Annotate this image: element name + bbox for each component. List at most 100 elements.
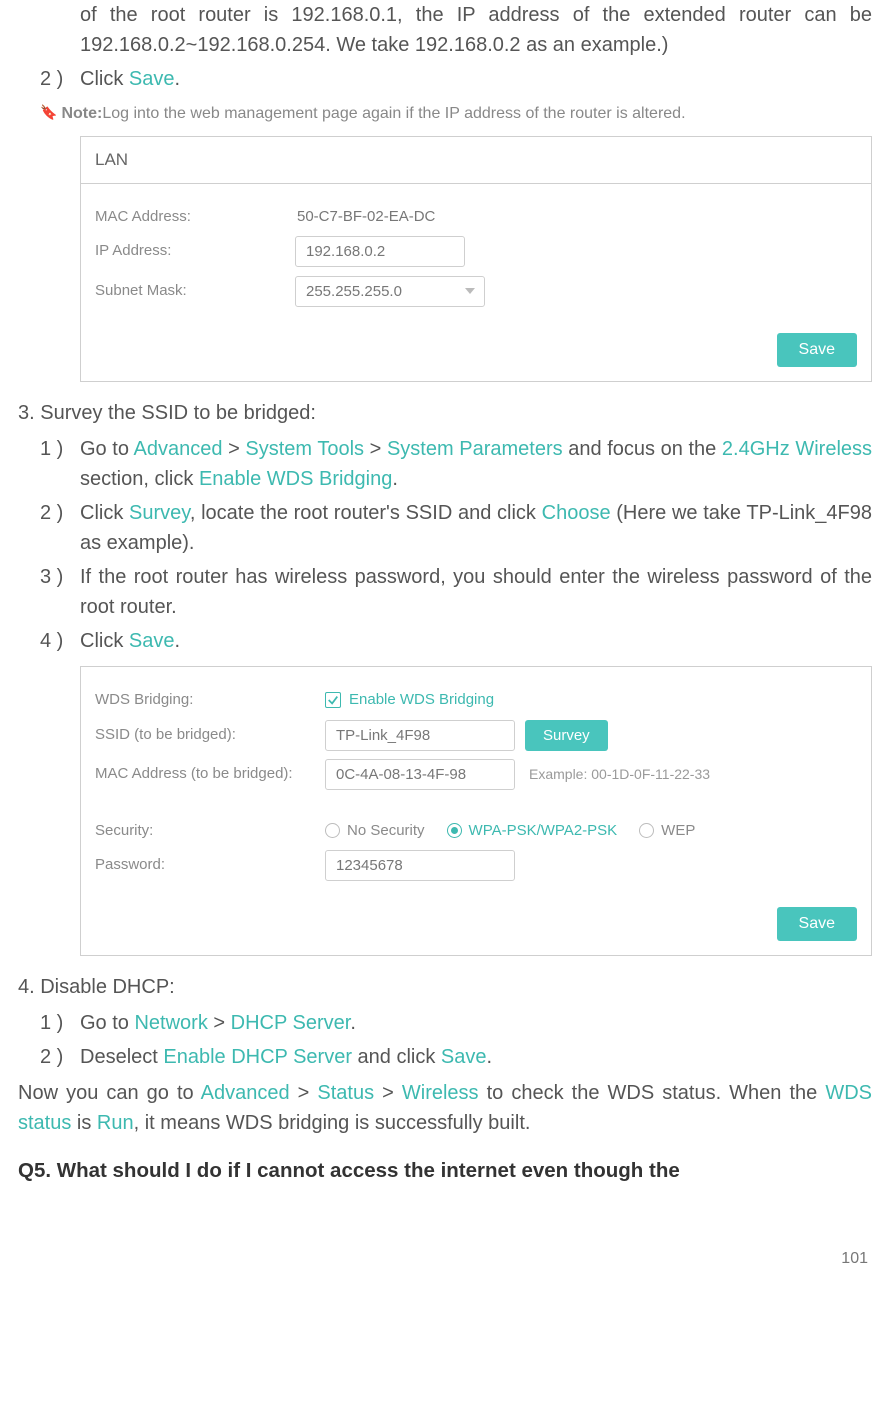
note-text: Log into the web management page again i… xyxy=(102,102,685,126)
s3-1-g: and focus on the xyxy=(563,438,722,460)
wds-mac-label: MAC Address (to be bridged): xyxy=(95,763,325,786)
closing-a: Now you can go to xyxy=(18,1082,201,1104)
radio-checked-icon xyxy=(447,823,462,838)
s4-step-2: 2 ) Deselect Enable DHCP Server and clic… xyxy=(40,1042,872,1072)
system-parameters-link: System Parameters xyxy=(387,438,563,460)
password-input[interactable] xyxy=(325,850,515,881)
step-2: 2 ) Click Save. xyxy=(40,64,872,94)
status-link: Status xyxy=(317,1082,374,1104)
intro-continuation: of the root router is 192.168.0.1, the I… xyxy=(18,0,872,60)
chevron-down-icon xyxy=(465,288,475,294)
wireless-link: 2.4GHz Wireless xyxy=(722,438,872,460)
closing-c: > xyxy=(290,1082,318,1104)
s3-4-num: 4 ) xyxy=(40,626,80,656)
s4-2-num: 2 ) xyxy=(40,1042,80,1072)
dhcp-server-link: DHCP Server xyxy=(231,1012,351,1034)
s4-1-a: Go to xyxy=(80,1012,134,1034)
security-label: Security: xyxy=(95,820,325,843)
ssid-input[interactable] xyxy=(325,720,515,751)
enable-dhcp-link: Enable DHCP Server xyxy=(163,1046,352,1068)
closing-g: to check the WDS status. When the xyxy=(479,1082,826,1104)
q5-heading: Q5. What should I do if I cannot access … xyxy=(18,1156,872,1187)
step-2-text-b: . xyxy=(174,68,180,90)
closing-e: > xyxy=(374,1082,402,1104)
mask-select[interactable] xyxy=(295,276,485,307)
system-tools-link: System Tools xyxy=(245,438,364,460)
save-link: Save xyxy=(129,68,175,90)
security-radio-none[interactable]: No Security xyxy=(325,820,425,843)
wds-bridging-chk-text: Enable WDS Bridging xyxy=(349,689,494,712)
s4-1-c: > xyxy=(208,1012,231,1034)
mac-value: 50-C7-BF-02-EA-DC xyxy=(295,206,435,229)
save-link-3: Save xyxy=(441,1046,487,1068)
s4-1-num: 1 ) xyxy=(40,1008,80,1038)
note-icon: 🔖 xyxy=(40,102,57,123)
ip-label: IP Address: xyxy=(95,240,295,263)
s4-2-c: and click xyxy=(352,1046,441,1068)
s4-2-a: Deselect xyxy=(80,1046,163,1068)
s3-4-c: . xyxy=(174,630,180,652)
radio-unchecked-icon xyxy=(325,823,340,838)
save-link-2: Save xyxy=(129,630,175,652)
s3-2-c: , locate the root router's SSID and clic… xyxy=(190,502,542,524)
security-radio-wep[interactable]: WEP xyxy=(639,820,695,843)
wds-bridging-label: WDS Bridging: xyxy=(95,689,325,712)
ssid-label: SSID (to be bridged): xyxy=(95,724,325,747)
wireless-link-2: Wireless xyxy=(402,1082,479,1104)
mask-label: Subnet Mask: xyxy=(95,280,295,303)
wds-bridging-checkbox[interactable]: Enable WDS Bridging xyxy=(325,689,494,712)
advanced-link-2: Advanced xyxy=(201,1082,290,1104)
survey-button[interactable]: Survey xyxy=(525,720,608,751)
section4-heading: 4. Disable DHCP: xyxy=(18,972,872,1002)
s3-1-k: . xyxy=(392,468,398,490)
s4-2-e: . xyxy=(487,1046,493,1068)
wds-mac-input[interactable] xyxy=(325,759,515,790)
s3-3-text: If the root router has wireless password… xyxy=(80,562,872,622)
security-wep-text: WEP xyxy=(661,820,695,843)
s4-1-e: . xyxy=(350,1012,356,1034)
run-link: Run xyxy=(97,1112,134,1134)
section3-heading: 3. Survey the SSID to be bridged: xyxy=(18,398,872,428)
s3-step-1: 1 ) Go to Advanced > System Tools > Syst… xyxy=(40,434,872,494)
page-number: 101 xyxy=(18,1247,872,1271)
s3-step-3: 3 ) If the root router has wireless pass… xyxy=(40,562,872,622)
s3-3-num: 3 ) xyxy=(40,562,80,622)
step-2-num: 2 ) xyxy=(40,64,80,94)
s3-1-c: > xyxy=(222,438,245,460)
ip-input[interactable] xyxy=(295,236,465,267)
lan-panel: LAN MAC Address: 50-C7-BF-02-EA-DC IP Ad… xyxy=(80,136,872,382)
lan-panel-title: LAN xyxy=(81,137,871,184)
mac-label: MAC Address: xyxy=(95,206,295,229)
wds-panel: WDS Bridging: Enable WDS Bridging SSID (… xyxy=(80,666,872,956)
closing-i: is xyxy=(71,1112,97,1134)
s3-4-a: Click xyxy=(80,630,129,652)
network-link: Network xyxy=(134,1012,207,1034)
closing-k: , it means WDS bridging is successfully … xyxy=(134,1112,531,1134)
advanced-link: Advanced xyxy=(134,438,223,460)
lan-save-button[interactable]: Save xyxy=(777,333,857,367)
step-2-text-a: Click xyxy=(80,68,129,90)
security-radio-wpa[interactable]: WPA-PSK/WPA2-PSK xyxy=(447,820,618,843)
note-label: Note: xyxy=(61,102,102,126)
s3-1-a: Go to xyxy=(80,438,134,460)
s3-1-e: > xyxy=(364,438,387,460)
s3-1-num: 1 ) xyxy=(40,434,80,494)
radio-unchecked-icon xyxy=(639,823,654,838)
security-wpa-text: WPA-PSK/WPA2-PSK xyxy=(469,820,618,843)
security-none-text: No Security xyxy=(347,820,425,843)
password-label: Password: xyxy=(95,854,325,877)
mac-hint: Example: 00-1D-0F-11-22-33 xyxy=(529,764,710,785)
s3-1-i: section, click xyxy=(80,468,199,490)
s4-step-1: 1 ) Go to Network > DHCP Server. xyxy=(40,1008,872,1038)
s3-step-2: 2 ) Click Survey, locate the root router… xyxy=(40,498,872,558)
s3-step-4: 4 ) Click Save. xyxy=(40,626,872,656)
s3-2-num: 2 ) xyxy=(40,498,80,558)
enable-wds-link: Enable WDS Bridging xyxy=(199,468,392,490)
wds-save-button[interactable]: Save xyxy=(777,907,857,941)
s3-2-a: Click xyxy=(80,502,129,524)
checkbox-checked-icon xyxy=(325,692,341,708)
note: 🔖 Note: Log into the web management page… xyxy=(40,102,872,126)
closing-para: Now you can go to Advanced > Status > Wi… xyxy=(18,1078,872,1138)
choose-link: Choose xyxy=(542,502,611,524)
survey-link: Survey xyxy=(129,502,190,524)
